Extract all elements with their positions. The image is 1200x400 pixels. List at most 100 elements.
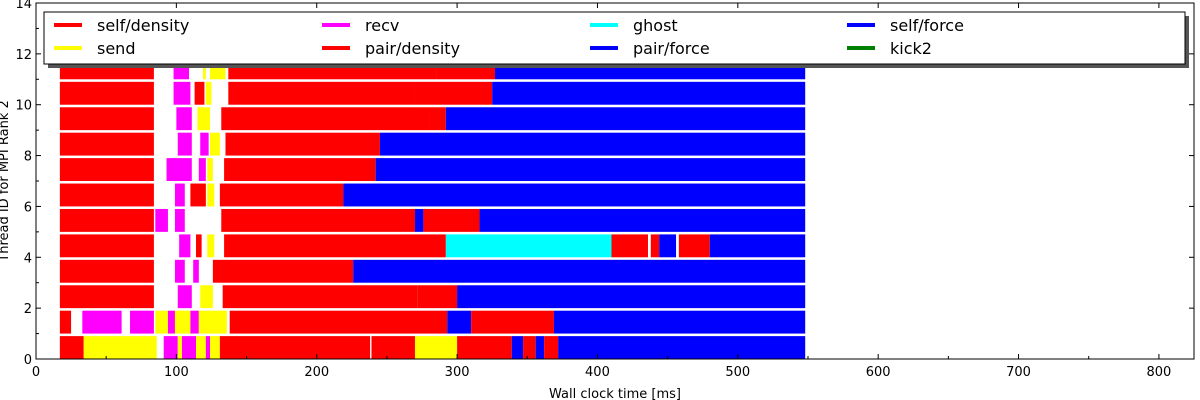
timeline-bar bbox=[222, 285, 418, 309]
timeline-bar bbox=[343, 183, 806, 207]
legend-label: kick2 bbox=[890, 39, 932, 58]
timeline-bar bbox=[59, 158, 154, 181]
timeline-bar bbox=[59, 285, 154, 309]
x-tick-label: 600 bbox=[866, 365, 891, 380]
x-tick-label: 400 bbox=[585, 365, 610, 380]
legend-label: self/force bbox=[890, 16, 964, 35]
x-tick-label: 200 bbox=[304, 365, 329, 380]
timeline-bar bbox=[174, 183, 185, 207]
timeline-bar bbox=[59, 234, 154, 258]
timeline-bar bbox=[221, 208, 415, 232]
legend-box bbox=[43, 11, 1186, 65]
x-tick-label: 700 bbox=[1006, 365, 1031, 380]
timeline-bar bbox=[59, 336, 84, 359]
timeline-bar bbox=[82, 310, 122, 334]
timeline-bar bbox=[167, 310, 175, 334]
legend-label: pair/force bbox=[633, 39, 710, 58]
timeline-bar bbox=[417, 285, 458, 309]
timeline-bar bbox=[429, 107, 446, 131]
x-tick-label: 500 bbox=[725, 365, 750, 380]
timeline-bar bbox=[200, 132, 209, 156]
legend: self/density send recv pair/density ghost pai… bbox=[43, 11, 1189, 68]
y-tick-label: 0 bbox=[24, 353, 32, 368]
timeline-bar bbox=[523, 336, 536, 359]
timeline-bar bbox=[219, 336, 371, 359]
legend-label: ghost bbox=[633, 16, 678, 35]
y-tick-label: 6 bbox=[24, 200, 32, 215]
timeline-bar bbox=[200, 285, 213, 309]
y-tick-label: 4 bbox=[24, 251, 32, 266]
timeline-bar bbox=[59, 183, 154, 207]
x-tick-label: 100 bbox=[164, 365, 189, 380]
timeline-bar bbox=[59, 81, 154, 105]
timeline-bar bbox=[181, 336, 197, 359]
timeline-bar bbox=[535, 336, 545, 359]
timeline-bar bbox=[59, 259, 154, 283]
y-axis-label: Thread ID for MPI Rank 2 bbox=[0, 100, 12, 262]
legend-label: pair/density bbox=[365, 39, 460, 58]
timeline-bar bbox=[194, 81, 205, 105]
timeline-bar bbox=[83, 336, 157, 359]
y-tick-label: 12 bbox=[15, 48, 32, 63]
timeline-bar bbox=[177, 336, 182, 359]
timeline-bar bbox=[423, 208, 480, 232]
timeline-bar bbox=[414, 208, 424, 232]
timeline-bar bbox=[353, 259, 806, 283]
x-axis-label: Wall clock time [ms] bbox=[549, 387, 681, 400]
timeline-bar bbox=[59, 310, 72, 334]
timeline-bar bbox=[210, 132, 220, 156]
timeline-bar bbox=[371, 336, 415, 359]
timeline-bar bbox=[379, 132, 806, 156]
timeline-bar bbox=[445, 234, 612, 258]
timeline-bar bbox=[196, 336, 206, 359]
timeline-bar bbox=[611, 234, 648, 258]
timeline-bar bbox=[174, 259, 185, 283]
x-tick-label: 0 bbox=[32, 365, 40, 380]
timeline-bar bbox=[155, 310, 168, 334]
y-tick-label: 2 bbox=[24, 302, 32, 317]
timeline-bar bbox=[205, 336, 211, 359]
timeline-bar bbox=[650, 234, 660, 258]
legend-label: self/density bbox=[97, 16, 189, 35]
timeline-bar bbox=[130, 310, 154, 334]
timeline-bar bbox=[457, 285, 806, 309]
timeline-bar bbox=[59, 132, 154, 156]
timeline-bar bbox=[678, 234, 710, 258]
legend-label: recv bbox=[365, 16, 399, 35]
timeline-bar bbox=[229, 310, 448, 334]
legend-label: send bbox=[97, 39, 135, 58]
timeline-bar bbox=[414, 336, 458, 359]
timeline-bar bbox=[174, 310, 191, 334]
timeline-bar bbox=[544, 336, 559, 359]
timeline-bar bbox=[173, 81, 191, 105]
timeline-bar bbox=[479, 208, 806, 232]
plot-frame bbox=[35, 2, 1195, 360]
x-tick-label: 800 bbox=[1146, 365, 1171, 380]
timeline-bar bbox=[553, 310, 806, 334]
y-axis: 0 2 4 6 8 10 12 14 bbox=[15, 0, 1194, 368]
timeline-bar bbox=[457, 336, 512, 359]
y-tick-label: 8 bbox=[24, 150, 32, 165]
timeline-bars bbox=[59, 56, 806, 359]
timeline-bar bbox=[190, 310, 199, 334]
timeline-bar bbox=[225, 132, 380, 156]
timeline-bar bbox=[709, 234, 806, 258]
timeline-bar bbox=[196, 234, 202, 258]
timeline-bar bbox=[221, 107, 430, 131]
timeline-bar bbox=[558, 336, 806, 359]
timeline-bar bbox=[228, 81, 415, 105]
x-axis: 0 100 200 300 400 500 600 700 800 bbox=[32, 3, 1171, 380]
timeline-bar bbox=[659, 234, 677, 258]
timeline-bar bbox=[179, 234, 191, 258]
timeline-bar bbox=[207, 183, 215, 207]
timeline-bar bbox=[176, 107, 192, 131]
timeline-bar bbox=[207, 158, 213, 181]
timeline-bar bbox=[198, 158, 206, 181]
timeline-bar bbox=[59, 208, 154, 232]
timeline-bar bbox=[492, 81, 806, 105]
timeline-bar bbox=[198, 310, 227, 334]
timeline-bar bbox=[207, 234, 215, 258]
timeline-bar bbox=[177, 132, 192, 156]
timeline-bar bbox=[166, 158, 192, 181]
